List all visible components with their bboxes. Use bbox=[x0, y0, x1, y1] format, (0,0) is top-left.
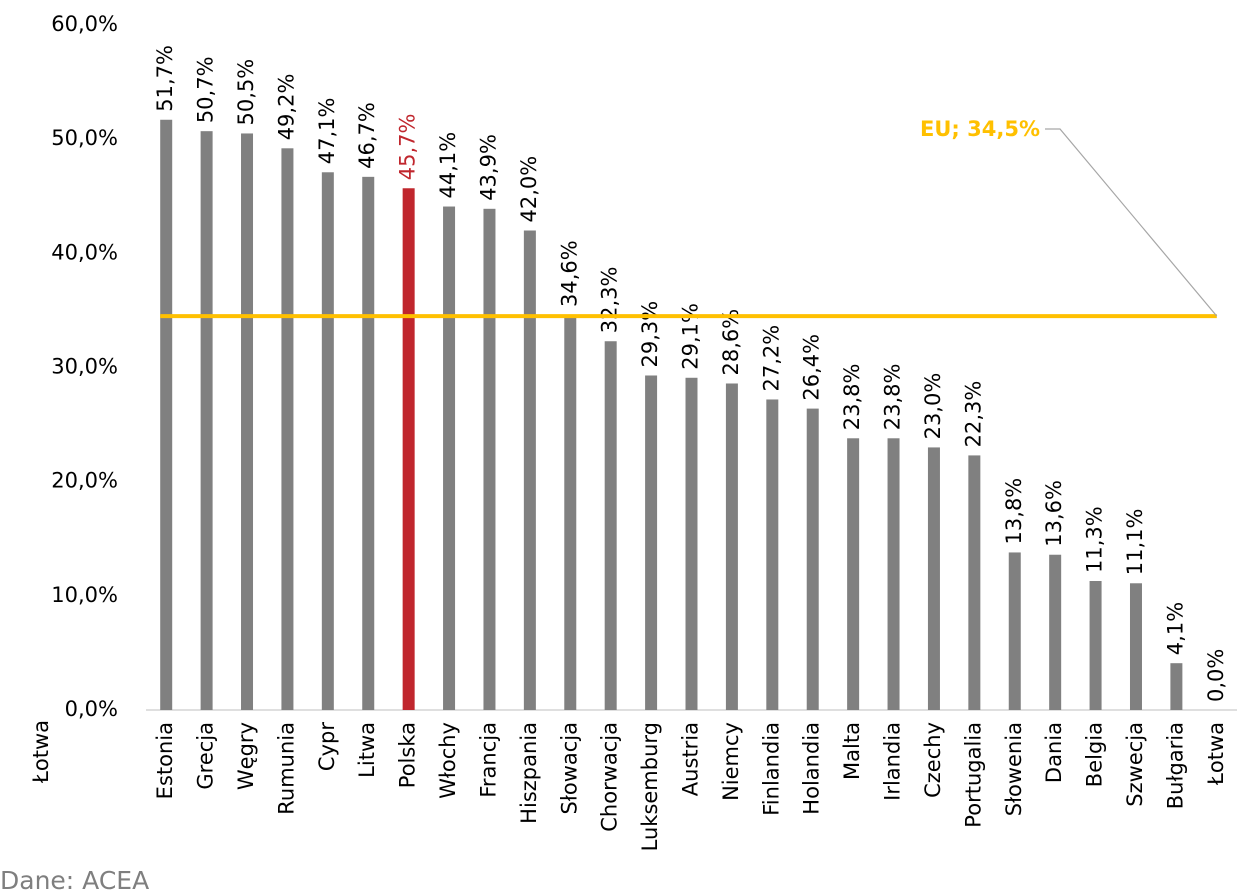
data-label: 4,1% bbox=[1163, 602, 1187, 655]
bar bbox=[847, 438, 860, 710]
x-tick-label: Niemcy bbox=[719, 722, 743, 801]
bar bbox=[362, 176, 375, 710]
x-tick-label: Portugalia bbox=[961, 722, 985, 828]
bar bbox=[443, 206, 456, 710]
data-label: 34,6% bbox=[557, 240, 581, 307]
data-label: 23,8% bbox=[840, 364, 864, 431]
data-label: 28,6% bbox=[719, 309, 743, 376]
data-label: 32,3% bbox=[598, 267, 622, 334]
x-tick-label: Francja bbox=[476, 722, 500, 798]
data-label: 46,7% bbox=[355, 102, 379, 169]
bar bbox=[604, 341, 617, 710]
bar bbox=[887, 438, 900, 710]
y-tick-label: 50,0% bbox=[51, 126, 118, 150]
y-tick-label: 60,0% bbox=[51, 12, 118, 36]
bar bbox=[200, 131, 213, 711]
data-label: 43,9% bbox=[476, 134, 500, 201]
x-tick-label: Finlandia bbox=[759, 722, 783, 816]
data-label: 13,8% bbox=[1002, 478, 1026, 545]
bar bbox=[645, 375, 658, 710]
data-label: 27,2% bbox=[759, 325, 783, 392]
x-tick-label: Irlandia bbox=[881, 722, 905, 801]
data-label: 13,6% bbox=[1042, 480, 1066, 547]
bar bbox=[927, 447, 940, 710]
x-tick-label: Grecja bbox=[194, 722, 218, 790]
x-tick-label: Malta bbox=[840, 722, 864, 780]
bar bbox=[402, 188, 415, 711]
data-label: 23,0% bbox=[921, 373, 945, 440]
data-label: 49,2% bbox=[274, 74, 298, 141]
x-tick-label: Estonia bbox=[153, 722, 177, 799]
data-label: 26,4% bbox=[800, 334, 824, 401]
bar bbox=[766, 399, 779, 710]
x-tick-label: Belgia bbox=[1083, 722, 1107, 787]
x-tick-label: Holandia bbox=[800, 722, 824, 815]
x-tick-label: Austria bbox=[679, 722, 703, 796]
y-tick-label: 0,0% bbox=[65, 697, 118, 721]
data-label: 51,7% bbox=[153, 45, 177, 112]
x-tick-label: Rumunia bbox=[274, 722, 298, 815]
x-tick-label: Cypr bbox=[315, 722, 339, 771]
data-label: 29,3% bbox=[638, 301, 662, 368]
x-tick-label: Luksemburg bbox=[638, 722, 662, 851]
data-label: 42,0% bbox=[517, 156, 541, 223]
x-tick-label: Litwa bbox=[355, 722, 379, 778]
bar bbox=[483, 208, 496, 710]
data-label: 11,1% bbox=[1123, 509, 1147, 576]
bar bbox=[1129, 583, 1142, 710]
data-label: 44,1% bbox=[436, 132, 460, 199]
x-tick-label: Łotwa bbox=[1204, 722, 1228, 786]
x-tick-label: Hiszpania bbox=[517, 722, 541, 824]
bar bbox=[725, 383, 738, 710]
x-tick-label: Czechy bbox=[921, 722, 945, 798]
leader-line bbox=[1045, 128, 1218, 317]
clipped-label: Łotwa bbox=[29, 720, 53, 784]
data-label: 47,1% bbox=[315, 98, 339, 165]
y-tick-label: 30,0% bbox=[51, 355, 118, 379]
data-label: 50,7% bbox=[194, 56, 218, 123]
x-tick-label: Słowenia bbox=[1002, 722, 1026, 816]
bar bbox=[523, 230, 536, 710]
bar bbox=[1049, 554, 1062, 710]
source: Dane: ACEA bbox=[0, 866, 149, 895]
data-label: 23,8% bbox=[881, 364, 905, 431]
y-tick-label: 40,0% bbox=[51, 240, 118, 264]
bar bbox=[1089, 580, 1102, 710]
reference-label: EU; 34,5% bbox=[920, 117, 1040, 141]
bar bbox=[685, 377, 698, 710]
data-label: 11,3% bbox=[1083, 506, 1107, 573]
x-tick-label: Polska bbox=[396, 722, 420, 788]
x-tick-label: Włochy bbox=[436, 722, 460, 799]
data-label: 45,7% bbox=[396, 114, 420, 181]
bar bbox=[1170, 663, 1183, 710]
data-label: 29,1% bbox=[679, 303, 703, 370]
x-tick-label: Dania bbox=[1042, 722, 1066, 783]
x-tick-label: Węgry bbox=[234, 722, 258, 790]
x-tick-label: Bułgaria bbox=[1163, 722, 1187, 809]
x-tick-label: Słowacja bbox=[557, 722, 581, 814]
bar bbox=[1008, 552, 1021, 710]
bar bbox=[968, 455, 981, 710]
data-label: 0,0% bbox=[1204, 649, 1228, 702]
bar bbox=[321, 172, 334, 710]
bar bbox=[241, 133, 254, 711]
bar bbox=[160, 119, 173, 711]
y-tick-label: 20,0% bbox=[51, 469, 118, 493]
y-tick-label: 10,0% bbox=[51, 583, 118, 607]
bar bbox=[281, 148, 294, 711]
bar bbox=[806, 408, 819, 710]
bar bbox=[564, 314, 577, 710]
x-tick-label: Chorwacja bbox=[598, 722, 622, 832]
x-tick-label: Szwecja bbox=[1123, 722, 1147, 807]
data-label: 50,5% bbox=[234, 59, 258, 126]
data-label: 22,3% bbox=[961, 381, 985, 448]
